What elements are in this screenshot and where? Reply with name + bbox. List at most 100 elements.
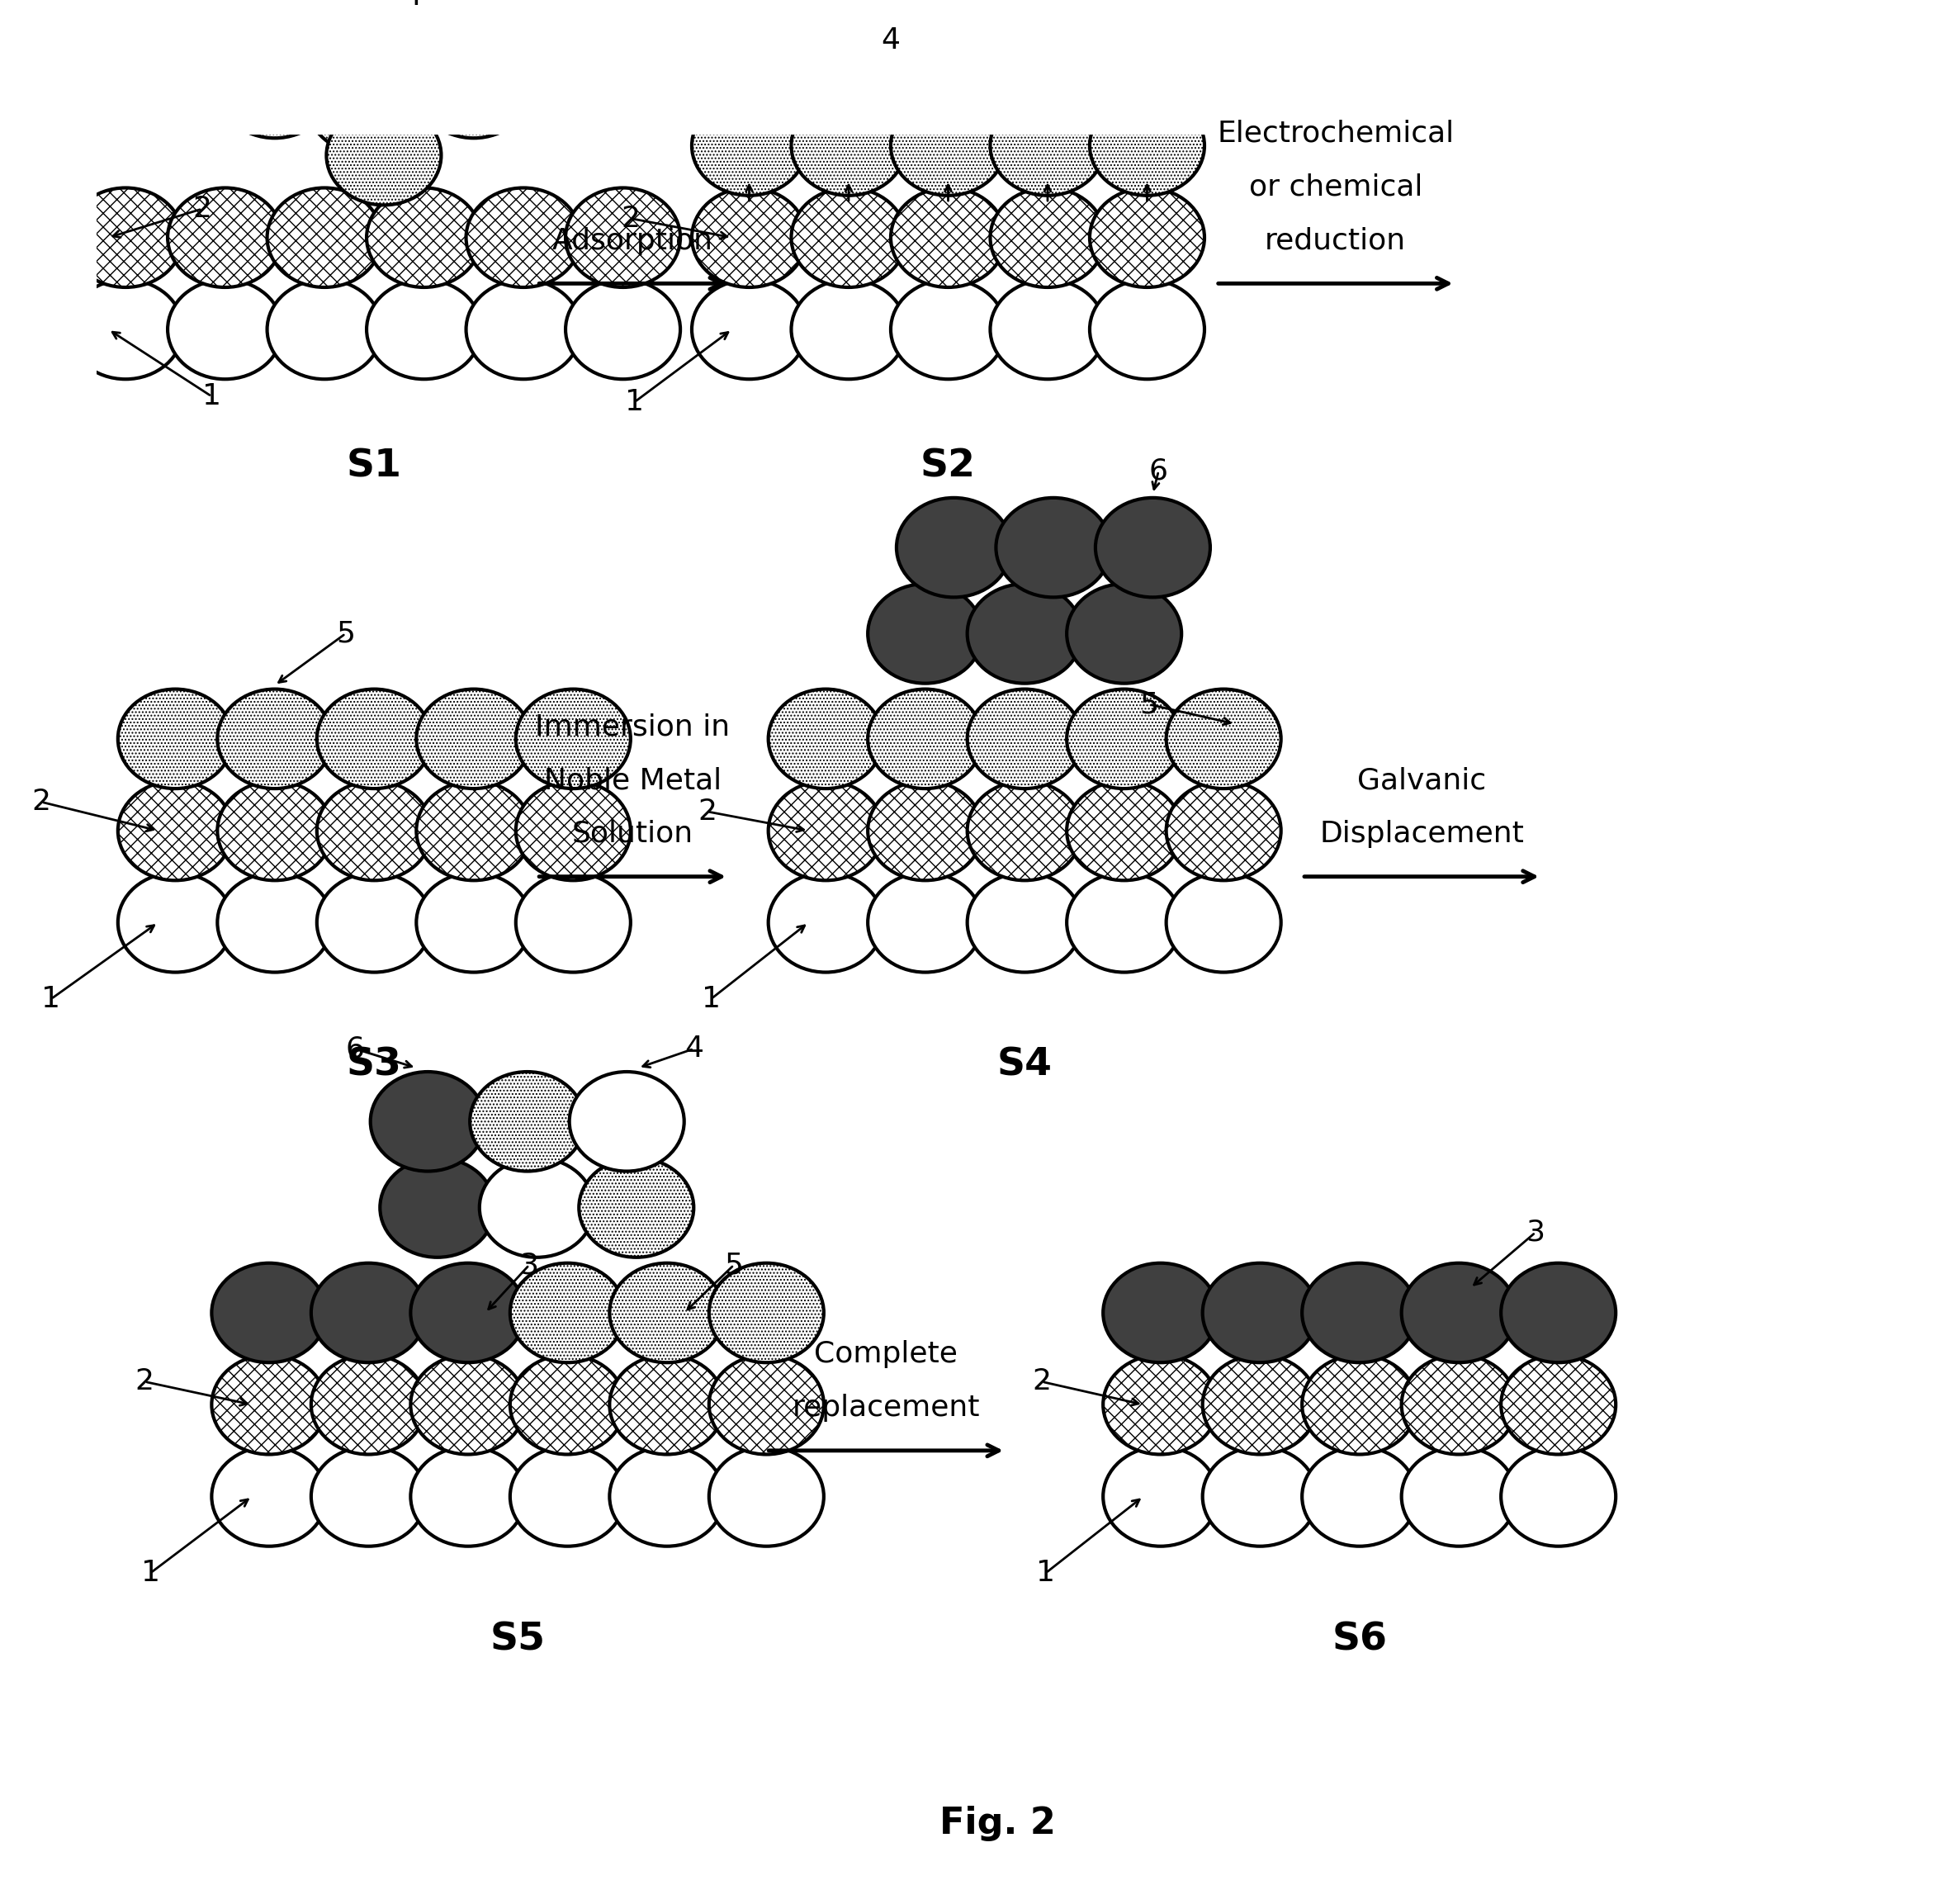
Text: 6: 6 — [346, 1034, 364, 1062]
Ellipse shape — [967, 585, 1081, 684]
Ellipse shape — [710, 1356, 825, 1455]
Text: 1: 1 — [624, 388, 644, 417]
Ellipse shape — [768, 872, 883, 973]
Ellipse shape — [566, 188, 681, 288]
Ellipse shape — [867, 781, 982, 880]
Ellipse shape — [311, 1447, 426, 1546]
Ellipse shape — [990, 95, 1105, 196]
Ellipse shape — [471, 1072, 585, 1171]
Text: 5: 5 — [1140, 691, 1159, 718]
Ellipse shape — [710, 1447, 825, 1546]
Ellipse shape — [317, 872, 432, 973]
Ellipse shape — [515, 689, 630, 788]
Text: Galvanic: Galvanic — [1358, 765, 1486, 794]
Ellipse shape — [710, 1262, 825, 1363]
Ellipse shape — [1167, 689, 1282, 788]
Text: 1: 1 — [702, 984, 720, 1013]
Ellipse shape — [990, 280, 1105, 379]
Ellipse shape — [510, 1447, 624, 1546]
Ellipse shape — [1402, 1356, 1517, 1455]
Text: 2: 2 — [31, 788, 51, 817]
Ellipse shape — [1089, 95, 1204, 196]
Text: 1: 1 — [1037, 1559, 1056, 1588]
Ellipse shape — [891, 95, 1006, 196]
Ellipse shape — [1502, 1447, 1616, 1546]
Text: 2: 2 — [1033, 1367, 1052, 1396]
Text: Adsorption: Adsorption — [552, 227, 714, 255]
Ellipse shape — [416, 872, 531, 973]
Ellipse shape — [212, 1356, 327, 1455]
Ellipse shape — [311, 1262, 426, 1363]
Ellipse shape — [891, 280, 1006, 379]
Ellipse shape — [212, 1447, 327, 1546]
Ellipse shape — [1202, 1447, 1317, 1546]
Text: 5: 5 — [724, 1251, 743, 1279]
Ellipse shape — [1066, 872, 1181, 973]
Ellipse shape — [792, 95, 906, 196]
Ellipse shape — [1167, 781, 1282, 880]
Text: Fig. 2: Fig. 2 — [939, 1805, 1056, 1841]
Ellipse shape — [480, 1158, 595, 1257]
Ellipse shape — [307, 53, 422, 154]
Text: reduction: reduction — [1264, 227, 1406, 255]
Text: S6: S6 — [1332, 1620, 1387, 1658]
Text: 1: 1 — [140, 1559, 159, 1588]
Ellipse shape — [311, 1356, 426, 1455]
Ellipse shape — [1301, 1356, 1416, 1455]
Text: or chemical: or chemical — [1249, 173, 1422, 202]
Ellipse shape — [510, 1356, 624, 1455]
Ellipse shape — [1103, 1262, 1218, 1363]
Ellipse shape — [327, 105, 442, 206]
Ellipse shape — [967, 781, 1081, 880]
Text: 6: 6 — [1149, 457, 1169, 486]
Ellipse shape — [119, 689, 233, 788]
Text: Electrochemical: Electrochemical — [1218, 120, 1455, 149]
Ellipse shape — [768, 781, 883, 880]
Ellipse shape — [218, 872, 333, 973]
Ellipse shape — [692, 188, 807, 288]
Ellipse shape — [580, 1158, 694, 1257]
Ellipse shape — [609, 1262, 724, 1363]
Ellipse shape — [515, 781, 630, 880]
Ellipse shape — [266, 280, 381, 379]
Text: S3: S3 — [346, 1047, 403, 1083]
Ellipse shape — [692, 280, 807, 379]
Ellipse shape — [1502, 1356, 1616, 1455]
Ellipse shape — [467, 188, 582, 288]
Ellipse shape — [119, 781, 233, 880]
Ellipse shape — [1066, 585, 1181, 684]
Text: 2: 2 — [136, 1367, 154, 1396]
Ellipse shape — [416, 689, 531, 788]
Text: 3: 3 — [519, 1251, 539, 1279]
Ellipse shape — [410, 1356, 525, 1455]
Text: Noble Metal: Noble Metal — [545, 765, 722, 794]
Text: Immersion in: Immersion in — [535, 712, 729, 741]
Text: 2: 2 — [193, 194, 212, 223]
Ellipse shape — [1202, 1262, 1317, 1363]
Ellipse shape — [266, 188, 381, 288]
Text: S5: S5 — [490, 1620, 545, 1658]
Ellipse shape — [1066, 689, 1181, 788]
Text: 2: 2 — [620, 204, 640, 232]
Ellipse shape — [897, 497, 1011, 598]
Ellipse shape — [1103, 1356, 1218, 1455]
Text: 4: 4 — [881, 27, 901, 55]
Ellipse shape — [366, 188, 480, 288]
Ellipse shape — [510, 1262, 624, 1363]
Ellipse shape — [167, 188, 282, 288]
Ellipse shape — [609, 1356, 724, 1455]
Ellipse shape — [768, 689, 883, 788]
Ellipse shape — [1089, 280, 1204, 379]
Ellipse shape — [1502, 1262, 1616, 1363]
Ellipse shape — [692, 95, 807, 196]
Ellipse shape — [792, 188, 906, 288]
Ellipse shape — [1066, 781, 1181, 880]
Ellipse shape — [609, 1447, 724, 1546]
Ellipse shape — [1301, 1262, 1416, 1363]
Ellipse shape — [410, 1262, 525, 1363]
Ellipse shape — [996, 497, 1111, 598]
Ellipse shape — [1095, 497, 1210, 598]
Text: Solution: Solution — [572, 821, 692, 847]
Ellipse shape — [1103, 1447, 1218, 1546]
Ellipse shape — [119, 872, 233, 973]
